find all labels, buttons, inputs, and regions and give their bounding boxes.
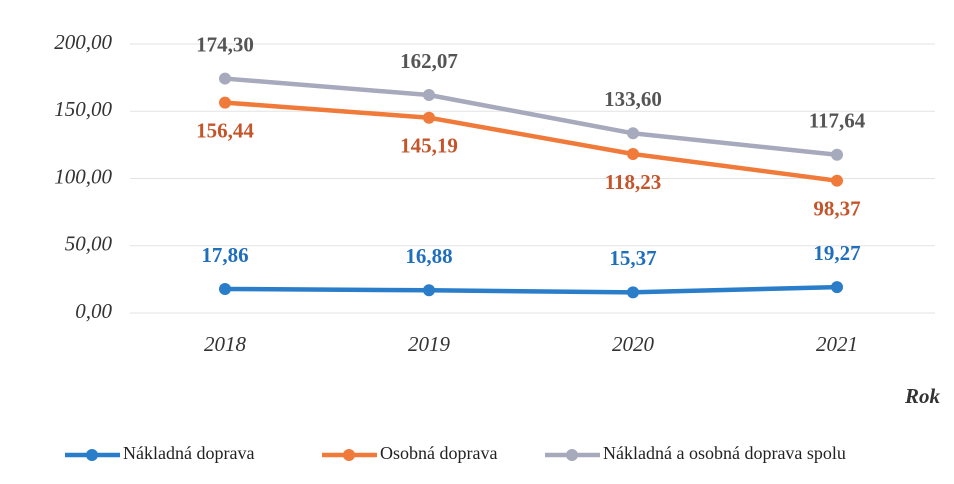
data-label: 17,86 — [201, 243, 248, 267]
x-axis-label: Rok — [904, 384, 941, 408]
data-point — [423, 89, 435, 102]
y-tick-label: 100,00 — [54, 164, 112, 188]
data-label: 174,30 — [196, 32, 254, 56]
data-label: 162,07 — [400, 49, 458, 73]
data-point — [831, 148, 843, 161]
data-label: 15,37 — [609, 246, 656, 270]
data-label: 117,64 — [809, 109, 866, 133]
data-point — [423, 111, 435, 124]
series-line — [224, 284, 838, 295]
legend-marker — [86, 449, 98, 461]
data-point — [627, 286, 639, 299]
x-tick-label: 2021 — [816, 332, 858, 356]
data-point — [627, 127, 639, 140]
data-label: 156,44 — [196, 118, 254, 142]
data-label: 118,23 — [605, 170, 662, 194]
data-point — [831, 281, 843, 294]
data-point — [831, 174, 843, 187]
data-label: 16,88 — [405, 244, 452, 268]
x-tick-label: 2018 — [204, 332, 247, 356]
legend-label: Nákladná a osobná doprava spolu — [603, 443, 846, 463]
data-point — [423, 284, 435, 297]
legend-marker — [566, 449, 578, 461]
y-tick-label: 50,00 — [65, 232, 113, 256]
data-point — [219, 72, 231, 85]
x-tick-label: 2020 — [612, 332, 655, 356]
y-tick-label: 200,00 — [54, 30, 112, 54]
y-tick-label: 150,00 — [54, 97, 112, 121]
data-point — [627, 147, 639, 160]
data-label: 133,60 — [604, 87, 662, 111]
legend-label: Osobná doprava — [380, 443, 497, 463]
legend-label: Nákladná doprava — [123, 443, 254, 463]
series-line — [224, 100, 838, 183]
data-point — [219, 282, 231, 295]
data-label: 98,37 — [813, 197, 860, 221]
y-tick-label: 0,00 — [75, 299, 112, 323]
data-label: 145,19 — [400, 134, 458, 158]
x-tick-label: 2019 — [408, 332, 451, 356]
series-line — [224, 76, 838, 158]
data-label: 19,27 — [813, 241, 860, 265]
data-point — [219, 96, 231, 109]
legend-marker — [343, 449, 355, 461]
